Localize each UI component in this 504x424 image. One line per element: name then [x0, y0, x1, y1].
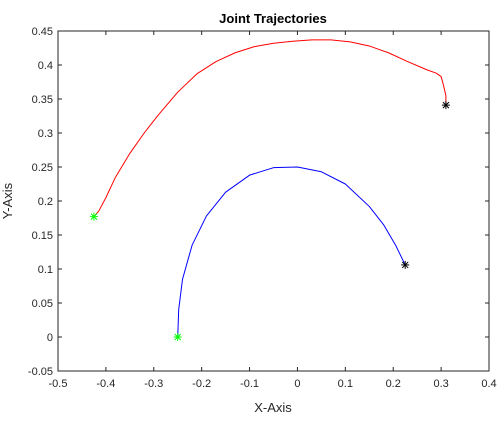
y-tick-label: 0.25 [32, 162, 53, 174]
joint-2-start-marker [89, 212, 98, 221]
y-tick-label: 0.3 [38, 128, 53, 140]
x-tick-label: 0.1 [338, 378, 353, 390]
x-tick-label: 0 [294, 378, 300, 390]
joint-1-path-line [177, 166, 406, 338]
x-tick-label: -0.3 [144, 378, 163, 390]
y-tick-label: 0.4 [38, 60, 53, 72]
x-tick-label: -0.4 [96, 378, 115, 390]
y-tick-label: 0.15 [32, 230, 53, 242]
x-tick-label: 0.4 [481, 378, 496, 390]
y-tick-label: 0.1 [38, 264, 53, 276]
y-tick-label: 0.35 [32, 94, 53, 106]
y-tick-label: -0.05 [28, 366, 53, 378]
y-axis-label: Y-Axis [0, 182, 15, 219]
x-axis-label: X-Axis [254, 400, 292, 415]
x-tick-label: -0.2 [192, 378, 211, 390]
x-tick-label: 0.2 [386, 378, 401, 390]
plot-area [57, 30, 490, 372]
y-tick-label: 0.05 [32, 298, 53, 310]
x-tick-label: 0.3 [433, 378, 448, 390]
series-layer [93, 39, 447, 338]
joint-2-end-marker [441, 101, 450, 110]
y-tick-label: 0 [47, 332, 53, 344]
joint-1-start-marker [173, 333, 182, 341]
x-tick-label: -0.1 [240, 378, 259, 390]
y-tick-label: 0.45 [32, 26, 53, 38]
joint-1-end-marker [401, 260, 410, 269]
chart-title: Joint Trajectories [219, 11, 327, 26]
y-axis-ticks: -0.05 0 0.05 0.1 0.15 0.2 0.25 0.3 0.35 0.4 0.45 [28, 26, 489, 378]
marker-layer [89, 101, 450, 341]
y-tick-label: 0.2 [38, 196, 53, 208]
x-tick-label: -0.5 [49, 378, 68, 390]
x-axis-ticks: -0.5 -0.4 -0.3 -0.2 -0.1 0 0.1 0.2 0.3 0.4 [49, 31, 497, 390]
joint-2-path-line [93, 39, 447, 217]
